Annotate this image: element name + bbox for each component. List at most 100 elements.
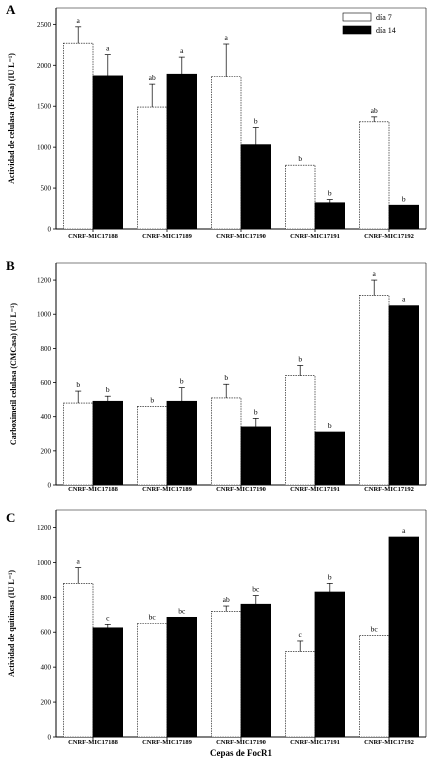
- y-tick-label: 1200: [37, 277, 52, 285]
- y-tick-label: 2500: [37, 21, 52, 29]
- significance-label: b: [402, 194, 406, 203]
- significance-label: b: [224, 373, 228, 382]
- bar: [388, 305, 420, 486]
- significance-label: ab: [223, 595, 230, 604]
- bar: [92, 627, 124, 738]
- y-tick-label: 1000: [37, 559, 52, 567]
- significance-label: bc: [149, 613, 157, 622]
- significance-label: a: [77, 557, 81, 566]
- legend: día 7 día 14: [342, 12, 396, 35]
- significance-label: b: [254, 407, 258, 416]
- significance-label: bc: [371, 625, 379, 634]
- category-label: CNRF-MIC17192: [364, 739, 414, 746]
- bar: [92, 75, 124, 230]
- significance-label: c: [299, 630, 303, 639]
- bar: [166, 616, 198, 738]
- chart-panel-b: 0 200 400 600 800 1000 1200 B Carboximetil celul…: [6, 258, 427, 493]
- bar: [166, 73, 198, 230]
- significance-label: ab: [149, 73, 156, 82]
- y-tick-label: 400: [41, 664, 52, 672]
- significance-label: b: [328, 421, 332, 430]
- significance-label: a: [373, 269, 377, 278]
- category-label: CNRF-MIC17190: [216, 486, 266, 493]
- bar: [314, 202, 346, 230]
- category-label: CNRF-MIC17189: [142, 233, 193, 240]
- significance-label: b: [298, 354, 302, 363]
- significance-label: b: [76, 380, 80, 389]
- bar: [137, 623, 168, 738]
- legend-swatch-day7: [342, 12, 372, 22]
- y-axis-label: Actividad de quitinasa (IU L⁻¹): [7, 570, 16, 677]
- y-tick-label: 1500: [37, 103, 52, 111]
- y-tick-label: 0: [48, 482, 52, 490]
- bar: [63, 402, 94, 486]
- bar: [314, 431, 346, 486]
- significance-label: bc: [252, 585, 260, 594]
- bar: [166, 400, 198, 486]
- significance-label: b: [180, 377, 184, 386]
- y-tick-label: 200: [41, 699, 52, 707]
- bar: [63, 42, 94, 230]
- y-tick-label: 600: [41, 629, 52, 637]
- category-label: CNRF-MIC17188: [68, 739, 119, 746]
- bar: [359, 295, 390, 486]
- bar: [92, 400, 124, 486]
- significance-label: b: [254, 117, 258, 126]
- bar: [137, 406, 168, 486]
- y-tick-label: 1000: [37, 311, 52, 319]
- y-tick-label: 800: [41, 594, 52, 602]
- bar: [285, 164, 316, 230]
- bar: [240, 603, 272, 738]
- category-label: CNRF-MIC17190: [216, 739, 266, 746]
- legend-label: día 14: [376, 26, 396, 35]
- significance-label: a: [180, 46, 184, 55]
- bar: [63, 583, 94, 738]
- significance-label: a: [402, 526, 406, 535]
- legend-label: día 7: [376, 13, 392, 22]
- significance-label: b: [298, 154, 302, 163]
- significance-label: a: [77, 16, 81, 25]
- legend-swatch-day14: [342, 25, 372, 35]
- significance-label: b: [150, 395, 154, 404]
- chart-panel-c: 0 200 400 600 800 1000 1200 C Actividad de quiti…: [6, 509, 427, 746]
- category-label: CNRF-MIC17188: [68, 486, 119, 493]
- panel-letter: A: [6, 2, 16, 17]
- bar: [359, 635, 390, 738]
- y-axis-label: Actividad de celulasa (FPasa) (IU L⁻¹): [7, 53, 16, 184]
- y-tick-label: 0: [48, 226, 52, 234]
- category-label: CNRF-MIC17189: [142, 739, 193, 746]
- significance-label: a: [106, 44, 110, 53]
- significance-label: b: [106, 385, 110, 394]
- panel-letter: B: [6, 258, 15, 273]
- y-tick-label: 600: [41, 379, 52, 387]
- y-tick-label: 2000: [37, 62, 52, 70]
- significance-label: a: [225, 33, 229, 42]
- bar: [359, 121, 390, 230]
- category-label: CNRF-MIC17188: [68, 233, 119, 240]
- bar: [240, 426, 272, 486]
- significance-label: bc: [178, 606, 186, 615]
- bar: [285, 651, 316, 738]
- chart-panel-a: 0 500 1000 1500 2000 2500 A Actividad de celula…: [6, 2, 427, 240]
- bar: [211, 397, 242, 486]
- bar: [211, 76, 242, 230]
- category-label: CNRF-MIC17192: [364, 486, 414, 493]
- bar: [211, 610, 242, 738]
- panel-letter: C: [6, 510, 15, 525]
- significance-label: c: [106, 613, 110, 622]
- bar: [137, 106, 168, 230]
- significance-label: a: [402, 295, 406, 304]
- significance-label: ab: [371, 106, 378, 115]
- y-axis-label: Carboximetil celulasa (CMCasa) (IU L⁻¹): [9, 303, 18, 445]
- category-label: CNRF-MIC17192: [364, 233, 414, 240]
- bar: [240, 144, 272, 230]
- y-tick-label: 800: [41, 345, 52, 353]
- significance-label: b: [328, 572, 332, 581]
- bar: [388, 204, 420, 230]
- category-label: CNRF-MIC17190: [216, 233, 266, 240]
- y-tick-label: 200: [41, 447, 52, 455]
- y-tick-label: 500: [41, 185, 52, 193]
- y-tick-label: 400: [41, 413, 52, 421]
- category-label: CNRF-MIC17189: [142, 486, 193, 493]
